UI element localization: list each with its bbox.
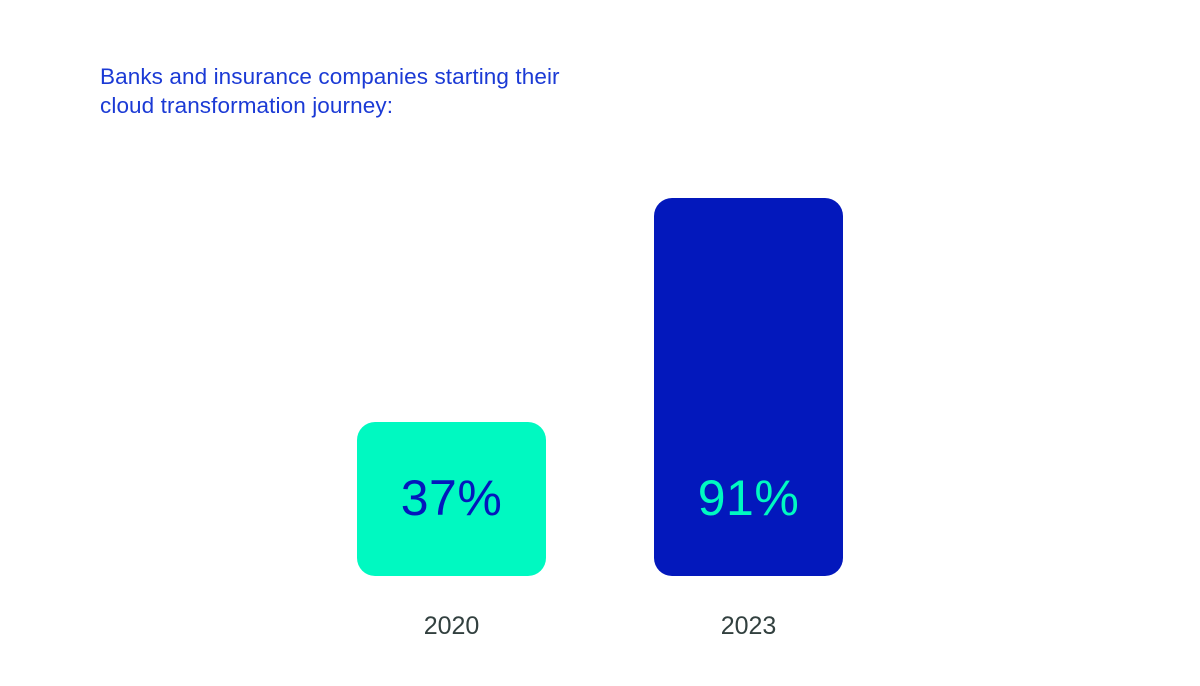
bar-value-label-2020: 37% (400, 470, 503, 526)
axis-label-2023: 2023 (720, 612, 777, 640)
bar-group-2023: 91% 2023 (654, 198, 843, 640)
bar-2023: 91% (654, 198, 843, 576)
axis-label-2020: 2020 (423, 612, 480, 640)
bar-group-2020: 37% 2020 (357, 198, 546, 640)
chart-title: Banks and insurance companies starting t… (100, 64, 560, 118)
bar-value-label-2023: 91% (697, 470, 800, 526)
bar-2020: 37% (357, 422, 546, 576)
bar-chart: 37% 2020 91% 2023 (357, 198, 843, 640)
